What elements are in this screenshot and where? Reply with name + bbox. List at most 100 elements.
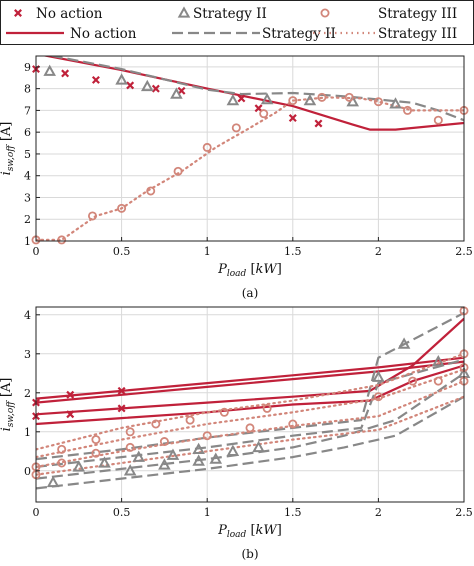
data-point-no-action xyxy=(61,69,70,78)
data-point-strategy-iii xyxy=(219,407,229,417)
data-point-strategy-ii xyxy=(303,93,317,106)
series-line-no-action xyxy=(36,356,464,400)
data-point-no-action xyxy=(126,81,135,90)
chart-a: 0 0.5 1 1.5 2 2.5 1 2 3 4 5 6 7 8 9 Pload [kW] isw,off [… xyxy=(0,55,473,300)
data-point-no-action xyxy=(91,75,100,84)
data-point-no-action xyxy=(314,119,323,128)
x-tick-label: 0 xyxy=(33,245,40,258)
y-tick-label: 4 xyxy=(24,170,31,183)
data-point-strategy-iii xyxy=(231,123,241,133)
x-tick-label: 2 xyxy=(375,245,382,258)
data-point-strategy-iii xyxy=(317,92,327,102)
data-point-strategy-iii xyxy=(433,376,443,386)
legend-label: Strategy III xyxy=(378,6,457,22)
x-tick-label: 2 xyxy=(375,506,382,519)
data-point-strategy-iii xyxy=(146,186,156,196)
data-point-strategy-iii xyxy=(245,423,255,433)
legend-label: Strategy II xyxy=(262,26,336,42)
data-point-no-action xyxy=(237,94,246,103)
data-point-strategy-ii xyxy=(140,79,154,92)
legend-marker-strategy-ii xyxy=(177,6,191,18)
series-line-no-action xyxy=(36,364,464,426)
data-point-strategy-iii xyxy=(173,166,183,176)
legend-marker-no-action xyxy=(14,9,22,17)
series-line-strategy-iii xyxy=(36,368,464,459)
data-point-strategy-iii xyxy=(57,235,67,245)
x-tick-label: 0 xyxy=(33,506,40,519)
x-tick-label: 1.5 xyxy=(284,506,302,519)
y-tick-label: 9 xyxy=(24,61,31,74)
y-tick-label: 2 xyxy=(24,213,31,226)
data-point-strategy-ii xyxy=(98,456,111,468)
x-tick-label: 1 xyxy=(204,506,211,519)
data-point-strategy-iii xyxy=(57,458,67,468)
figure-caption: (b) xyxy=(241,547,258,561)
x-tick-label: 0.5 xyxy=(113,506,131,519)
data-point-strategy-iii xyxy=(125,442,135,452)
data-point-strategy-ii xyxy=(123,464,137,476)
data-point-strategy-iii xyxy=(202,142,212,152)
series-line-strategy-ii xyxy=(36,372,464,480)
series-line-strategy-ii xyxy=(36,395,464,490)
data-point-strategy-ii xyxy=(158,458,171,470)
data-point-strategy-ii xyxy=(192,442,205,455)
legend-label: No action xyxy=(36,6,103,22)
x-axis-label: Pload [kW] xyxy=(217,262,282,279)
data-point-strategy-ii xyxy=(226,93,240,106)
data-point-strategy-iii xyxy=(159,437,169,447)
series-line-strategy-iii xyxy=(36,352,464,451)
x-tick-label: 2.5 xyxy=(455,506,473,519)
series-line-strategy-ii xyxy=(47,56,464,122)
y-tick-label: 7 xyxy=(24,104,31,117)
series-line-strategy-ii xyxy=(36,358,464,468)
x-tick-label: 1.5 xyxy=(284,245,302,258)
y-tick-label: 0 xyxy=(24,465,31,478)
x-axis-label: Pload [kW] xyxy=(217,523,282,540)
data-point-strategy-ii xyxy=(226,444,240,456)
data-point-strategy-iii xyxy=(344,92,354,102)
x-tick-label: 1 xyxy=(204,245,211,258)
data-point-strategy-ii xyxy=(43,64,56,76)
plot-area xyxy=(36,307,464,502)
data-point-strategy-ii xyxy=(397,337,411,349)
data-point-no-action xyxy=(288,114,297,123)
data-point-strategy-ii xyxy=(72,460,86,472)
data-point-strategy-iii xyxy=(151,419,161,429)
x-tick-label: 0.5 xyxy=(113,245,131,258)
data-point-strategy-iii xyxy=(91,448,101,458)
data-point-strategy-iii xyxy=(373,97,383,107)
figure-caption: (a) xyxy=(242,286,259,300)
y-tick-label: 1 xyxy=(24,235,31,248)
data-point-strategy-ii xyxy=(260,92,274,105)
data-point-strategy-ii xyxy=(372,370,385,382)
data-point-strategy-ii xyxy=(389,97,402,109)
data-point-strategy-iii xyxy=(57,444,67,454)
y-axis-label: isw,off [A] xyxy=(0,122,16,176)
data-point-no-action xyxy=(66,410,75,419)
series-line-no-action xyxy=(36,360,464,404)
data-point-strategy-iii xyxy=(91,435,101,445)
y-tick-label: 8 xyxy=(24,83,31,96)
y-tick-label: 6 xyxy=(24,126,31,139)
legend-box xyxy=(0,0,474,45)
data-point-no-action xyxy=(151,84,160,93)
data-point-strategy-ii xyxy=(252,440,265,453)
data-point-strategy-iii xyxy=(288,419,298,429)
y-tick-label: 1 xyxy=(24,426,31,439)
data-point-strategy-iii xyxy=(259,109,269,119)
data-point-strategy-iii xyxy=(185,415,195,425)
data-point-strategy-iii xyxy=(87,211,97,221)
y-tick-label: 2 xyxy=(24,387,31,400)
data-point-strategy-ii xyxy=(432,354,445,367)
legend-label: No action xyxy=(70,26,137,42)
data-point-strategy-iii xyxy=(433,115,443,125)
legend: No action Strategy II Strategy III No actio… xyxy=(0,0,474,45)
series-line-strategy-iii xyxy=(36,96,464,241)
plot-area xyxy=(36,56,464,241)
y-axis-label: isw,off [A] xyxy=(0,378,16,432)
x-tick-label: 2.5 xyxy=(455,245,473,258)
axes-frame xyxy=(35,306,465,503)
data-point-strategy-ii xyxy=(132,450,146,462)
data-point-strategy-iii xyxy=(262,403,272,413)
